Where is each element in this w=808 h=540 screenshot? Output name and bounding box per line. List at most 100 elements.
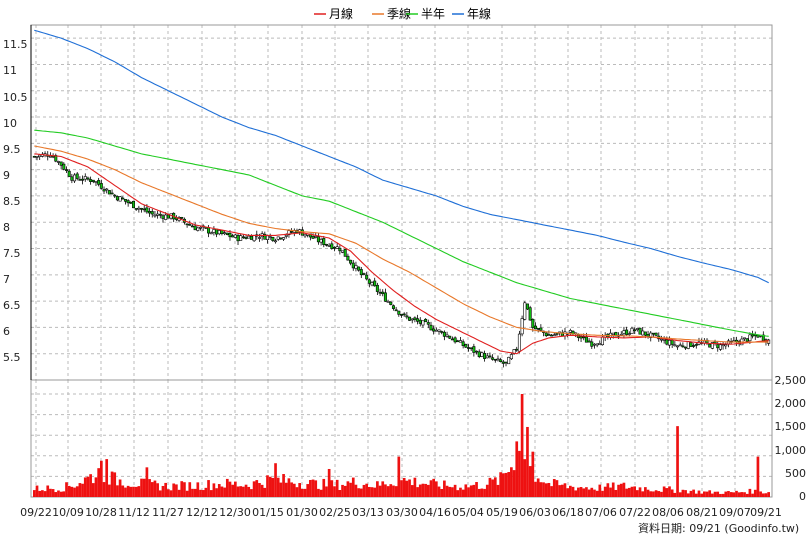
volume-bar — [426, 484, 430, 497]
volume-bar — [413, 477, 417, 497]
candle-down — [716, 344, 720, 349]
candle-up — [480, 352, 484, 357]
candle-down — [271, 237, 275, 241]
candle-up — [517, 333, 521, 352]
candle-down — [397, 310, 401, 315]
volume-bar — [633, 486, 636, 497]
volume-bar — [255, 480, 259, 497]
candle-down — [193, 225, 197, 231]
candle-up — [209, 232, 213, 235]
volume-bar — [167, 489, 170, 497]
volume-bar — [512, 470, 516, 497]
candle-down — [418, 319, 422, 324]
volume-tick-1000: 1,000 — [775, 444, 807, 457]
volume-bar — [759, 491, 762, 497]
volume-bar — [515, 441, 519, 497]
candle-down — [633, 329, 637, 332]
date-tick: 06/03 — [519, 506, 551, 519]
volume-bar — [544, 483, 548, 497]
candle-up — [600, 336, 604, 346]
volume-bar — [405, 480, 409, 497]
volume-bar — [164, 482, 167, 497]
candle-down — [469, 347, 473, 350]
candle-up — [217, 230, 221, 235]
volume-bar — [598, 484, 602, 497]
volume-bar — [563, 483, 567, 497]
volume-bar — [579, 487, 583, 497]
volume-bar — [346, 481, 350, 497]
volume-bar — [231, 484, 234, 497]
candle-up — [496, 358, 500, 361]
volume-bar — [705, 491, 709, 497]
volume-bar — [735, 490, 738, 497]
candle-down — [651, 332, 655, 335]
candle-down — [236, 235, 240, 242]
candle-down — [65, 169, 69, 171]
volume-bar — [542, 482, 545, 497]
legend-label-month: 月線 — [329, 6, 353, 21]
volume-bar — [392, 485, 395, 497]
candle-down — [375, 284, 379, 292]
volume-bar — [593, 489, 596, 497]
volume-bar — [247, 486, 251, 497]
volume-bar — [220, 486, 224, 497]
candle-down — [150, 211, 154, 215]
candle-up — [627, 333, 631, 335]
volume-bar — [724, 491, 728, 497]
legend-item-year: 年線 — [452, 6, 491, 21]
price-ticks: 11.5 11 10.5 10 9.5 9 8.5 8 7.5 7 6.5 6 … — [3, 38, 28, 364]
candle-down — [550, 334, 554, 337]
candle-down — [646, 334, 650, 337]
price-tick-5-5: 5.5 — [3, 351, 21, 364]
ma-year-line — [34, 29, 769, 284]
candle-up — [38, 154, 42, 157]
candle-down — [349, 259, 353, 264]
volume-bar — [472, 484, 476, 497]
candle-down — [148, 211, 152, 214]
candle-up — [686, 341, 690, 349]
volume-bar — [57, 490, 60, 497]
volume-bar — [351, 477, 355, 497]
volume-bar — [124, 487, 127, 497]
volume-bar — [175, 484, 178, 497]
volume-bar — [381, 481, 385, 497]
volume-bar — [694, 493, 698, 497]
date-tick: 09/07 — [719, 506, 751, 519]
candle-down — [81, 178, 85, 181]
volume-bar — [665, 488, 669, 497]
candle-down — [590, 341, 594, 347]
volume-bar — [504, 472, 508, 497]
candle-down — [121, 197, 125, 200]
candle-up — [137, 207, 141, 210]
candle-down — [78, 179, 82, 181]
candle-down — [654, 332, 658, 336]
candle-down — [533, 325, 537, 330]
volume-bar — [137, 486, 141, 497]
volume-bar — [212, 483, 216, 497]
volume-bar — [370, 487, 374, 497]
candle-up — [196, 227, 200, 231]
candle-up — [212, 229, 216, 233]
volume-bar — [376, 481, 379, 497]
candle-up — [56, 161, 60, 163]
candle-down — [756, 335, 760, 338]
volume-bar — [491, 479, 494, 497]
candle-down — [359, 269, 363, 276]
volume-bar — [86, 476, 90, 497]
volume-bar — [359, 488, 363, 497]
volume-bar — [467, 487, 470, 497]
volume-bar — [132, 486, 135, 497]
volume-bar — [368, 486, 371, 497]
candle-up — [257, 237, 261, 239]
volume-bar — [172, 483, 176, 497]
price-tick-11-5: 11.5 — [3, 38, 28, 51]
volume-bar — [327, 468, 331, 497]
date-tick: 06/18 — [552, 506, 584, 519]
volume-bar — [461, 489, 465, 497]
volume-bar — [708, 490, 712, 497]
volume-bar — [534, 481, 537, 497]
candle-down — [249, 235, 253, 240]
volume-bar — [228, 481, 232, 497]
volume-bars — [33, 394, 770, 497]
candle-down — [161, 215, 165, 219]
